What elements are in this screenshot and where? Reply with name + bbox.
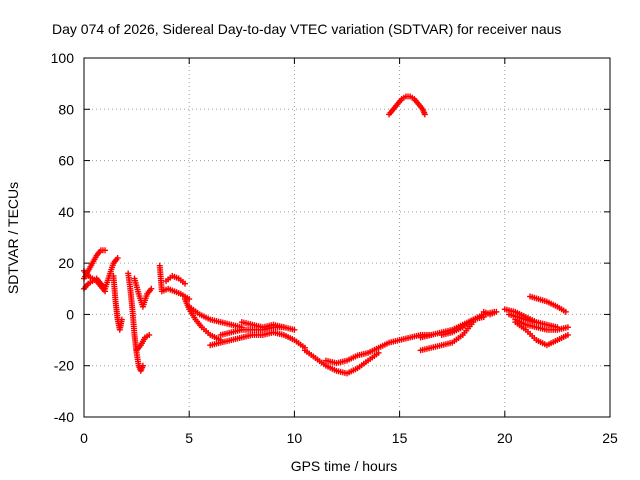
y-tick-label: 40 <box>58 204 74 220</box>
data-point <box>181 280 188 287</box>
data-point <box>291 326 298 333</box>
data-point <box>564 324 571 331</box>
data-point <box>148 285 155 292</box>
y-tick-label: 60 <box>58 153 74 169</box>
data-point <box>139 362 146 369</box>
y-tick-label: 80 <box>58 101 74 117</box>
data-point <box>118 316 125 323</box>
plot-frame <box>83 57 611 418</box>
data-point <box>562 308 569 315</box>
data-point <box>146 331 153 338</box>
x-tick-label: 25 <box>602 430 618 446</box>
x-axis-label: GPS time / hours <box>291 458 398 474</box>
x-tick-label: 5 <box>185 430 193 446</box>
x-axis-ticks: 0 5 10 15 20 25 <box>80 58 618 446</box>
data-point <box>421 111 428 118</box>
x-tick-label: 20 <box>497 430 513 446</box>
data-point <box>102 247 109 254</box>
x-tick-label: 10 <box>287 430 303 446</box>
y-tick-label: -20 <box>54 358 74 374</box>
data-point <box>102 288 109 295</box>
y-tick-label: 100 <box>51 50 75 66</box>
data-point <box>531 319 538 326</box>
x-tick-label: 0 <box>80 430 88 446</box>
data-point <box>114 255 121 262</box>
y-axis-label: SDTVAR / TECUs <box>5 182 21 294</box>
data-point <box>564 331 571 338</box>
y-tick-label: -40 <box>54 409 74 425</box>
data-point <box>375 349 382 356</box>
y-tick-label: 20 <box>58 255 74 271</box>
data-points <box>81 93 571 377</box>
chart-title: Day 074 of 2026, Sidereal Day-to-day VTE… <box>52 21 561 37</box>
data-point <box>493 308 500 315</box>
x-tick-label: 15 <box>392 430 408 446</box>
y-tick-label: 0 <box>66 306 74 322</box>
data-point <box>480 313 487 320</box>
